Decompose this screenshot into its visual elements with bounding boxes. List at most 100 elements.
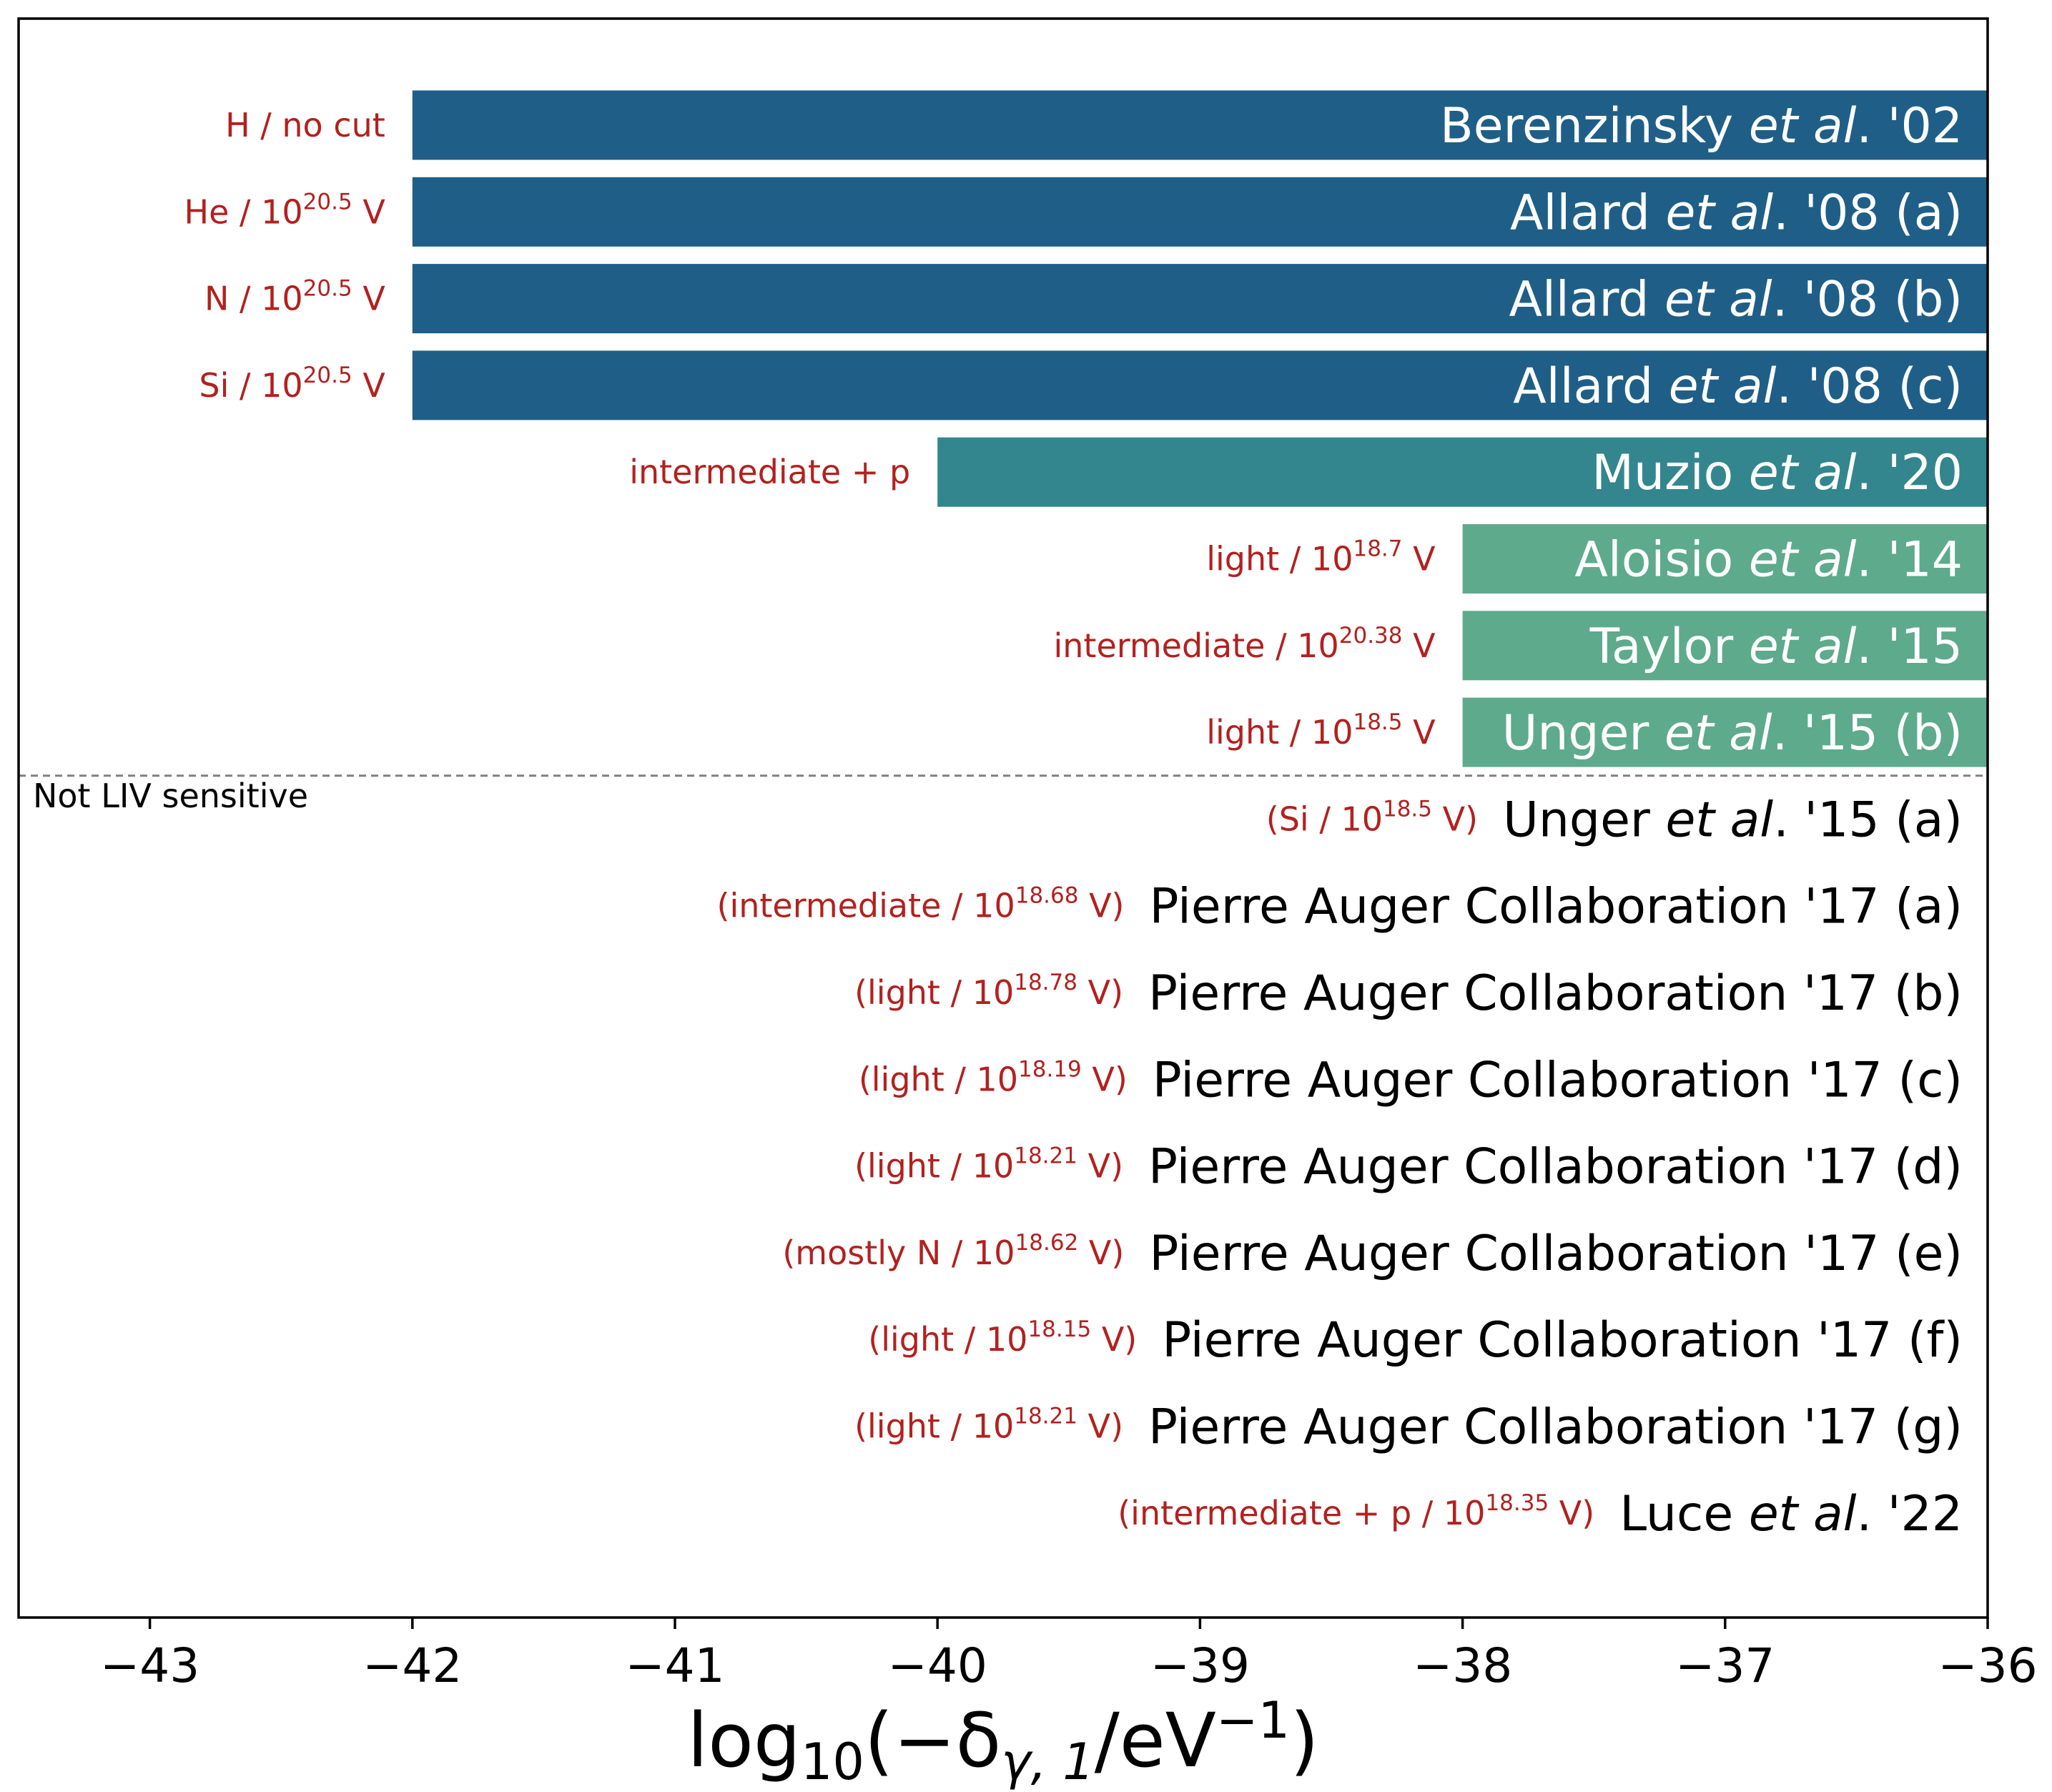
note-text: intermediate / 10 bbox=[1053, 626, 1338, 665]
note-exponent: 18.21 bbox=[1014, 1143, 1077, 1169]
x-axis-label: log10(−δγ, 1/eV−1) bbox=[687, 1691, 1318, 1791]
bar bbox=[1462, 697, 1988, 767]
reference-et-al: et al bbox=[1666, 184, 1774, 241]
reference-et-al: et al bbox=[1666, 792, 1774, 848]
reference-text: Pierre Auger Collaboration '17 (g) bbox=[1148, 1399, 1963, 1456]
x-tick-label: −40 bbox=[888, 1638, 987, 1693]
composition-note: (light / 1018.78 V) bbox=[854, 970, 1123, 1012]
reference-et-al: et al bbox=[1749, 98, 1857, 154]
reference-label: Taylor et al. '15 bbox=[1589, 619, 1963, 675]
reference-suffix: . '08 (c) bbox=[1776, 358, 1963, 415]
composition-note: intermediate + p bbox=[629, 453, 910, 491]
reference-text: Berenzinsky bbox=[1440, 98, 1749, 154]
reference-label: Berenzinsky et al. '02 bbox=[1440, 98, 1963, 154]
reference-label: Pierre Auger Collaboration '17 (e) bbox=[1149, 1226, 1963, 1282]
note-text: light / 10 bbox=[1206, 540, 1353, 579]
x-tick-label: −41 bbox=[625, 1638, 724, 1693]
reference-label: Pierre Auger Collaboration '17 (b) bbox=[1148, 965, 1963, 1022]
xlabel-middle: /eV bbox=[1095, 1697, 1216, 1784]
reference-label: Pierre Auger Collaboration '17 (c) bbox=[1153, 1052, 1963, 1108]
note-exponent: 20.38 bbox=[1339, 623, 1403, 649]
reference-text: Allard bbox=[1510, 184, 1666, 241]
note-exponent: 18.5 bbox=[1353, 709, 1402, 735]
composition-note: (Si / 1018.5 V) bbox=[1266, 796, 1478, 838]
x-tick-label: −39 bbox=[1150, 1638, 1250, 1693]
note-unit: V) bbox=[1077, 1147, 1123, 1186]
reference-et-al: et al bbox=[1749, 445, 1857, 501]
xlabel-sup: −1 bbox=[1216, 1691, 1290, 1750]
reference-text: Unger bbox=[1502, 705, 1664, 762]
bar bbox=[412, 350, 1988, 420]
note-exponent: 20.5 bbox=[303, 363, 352, 388]
note-text: (light / 10 bbox=[854, 973, 1014, 1012]
note-exponent: 18.15 bbox=[1027, 1316, 1091, 1342]
x-tick-label: −36 bbox=[1938, 1638, 2037, 1693]
composition-note: H / no cut bbox=[225, 106, 385, 144]
composition-note: light / 1018.7 V bbox=[1206, 536, 1436, 579]
xlabel-sub-gamma: γ, 1 bbox=[1001, 1733, 1094, 1791]
reference-suffix: . '08 (a) bbox=[1773, 184, 1963, 241]
composition-note: light / 1018.5 V bbox=[1206, 709, 1436, 752]
reference-text: Aloisio bbox=[1574, 532, 1748, 589]
reference-et-al: et al bbox=[1664, 272, 1772, 328]
note-unit: V) bbox=[1077, 1407, 1123, 1446]
note-exponent: 20.5 bbox=[303, 276, 352, 302]
bar bbox=[937, 437, 1988, 507]
not-liv-sensitive-label: Not LIV sensitive bbox=[33, 777, 308, 815]
reference-text: Allard bbox=[1509, 272, 1665, 328]
xlabel-open: (−δ bbox=[864, 1697, 1001, 1784]
note-text: (light / 10 bbox=[868, 1320, 1027, 1359]
reference-suffix: . '22 bbox=[1857, 1486, 1963, 1542]
reference-suffix: . '02 bbox=[1857, 98, 1963, 154]
note-text: He / 10 bbox=[184, 192, 303, 231]
reference-label: Pierre Auger Collaboration '17 (d) bbox=[1148, 1139, 1963, 1196]
reference-label: Allard et al. '08 (c) bbox=[1513, 358, 1963, 415]
reference-text: Pierre Auger Collaboration '17 (c) bbox=[1153, 1052, 1963, 1108]
note-unit: V bbox=[1403, 713, 1436, 752]
reference-label: Unger et al. '15 (b) bbox=[1502, 705, 1963, 762]
note-text: Si / 10 bbox=[199, 366, 302, 405]
reference-et-al: et al bbox=[1669, 358, 1777, 415]
note-unit: V bbox=[1403, 626, 1436, 665]
bar bbox=[1462, 524, 1988, 594]
x-tick-label: −42 bbox=[362, 1638, 462, 1693]
reference-label: Allard et al. '08 (a) bbox=[1510, 184, 1963, 241]
note-text: N / 10 bbox=[204, 280, 303, 318]
note-text: (light / 10 bbox=[854, 1407, 1014, 1446]
axes-frame bbox=[17, 17, 1989, 1619]
note-unit: V) bbox=[1549, 1494, 1594, 1532]
note-unit: V bbox=[352, 366, 386, 405]
reference-text: Pierre Auger Collaboration '17 (b) bbox=[1148, 965, 1963, 1022]
note-text: (intermediate + p / 10 bbox=[1118, 1494, 1485, 1532]
bar bbox=[412, 90, 1988, 160]
note-unit: V bbox=[352, 280, 386, 318]
reference-text: Pierre Auger Collaboration '17 (a) bbox=[1150, 879, 1963, 935]
reference-label: Aloisio et al. '14 bbox=[1574, 532, 1963, 589]
note-unit: V) bbox=[1078, 1234, 1124, 1272]
note-unit: V) bbox=[1082, 1060, 1128, 1098]
reference-et-al: et al bbox=[1749, 532, 1857, 589]
composition-note: (light / 1018.21 V) bbox=[854, 1143, 1123, 1186]
note-unit: V bbox=[352, 192, 386, 231]
bar bbox=[412, 177, 1988, 247]
note-exponent: 18.5 bbox=[1383, 796, 1432, 822]
reference-et-al: et al bbox=[1749, 1486, 1857, 1542]
composition-note: (mostly N / 1018.62 V) bbox=[782, 1230, 1124, 1272]
composition-note: (light / 1018.19 V) bbox=[859, 1056, 1128, 1098]
reference-et-al: et al bbox=[1749, 619, 1857, 675]
bar bbox=[1462, 611, 1988, 681]
xlabel-log: log bbox=[687, 1697, 801, 1784]
reference-suffix: . '08 (b) bbox=[1772, 272, 1963, 328]
reference-text: Allard bbox=[1513, 358, 1669, 415]
composition-note: N / 1020.5 V bbox=[204, 276, 385, 318]
reference-text: Taylor bbox=[1589, 619, 1749, 675]
xlabel-close: ) bbox=[1290, 1697, 1319, 1784]
note-text: intermediate + p bbox=[629, 453, 910, 491]
reference-text: Unger bbox=[1503, 792, 1665, 848]
reference-et-al: et al bbox=[1664, 705, 1772, 762]
note-text: H / no cut bbox=[225, 106, 385, 144]
note-text: light / 10 bbox=[1206, 713, 1353, 752]
reference-suffix: . '15 (b) bbox=[1772, 705, 1963, 762]
